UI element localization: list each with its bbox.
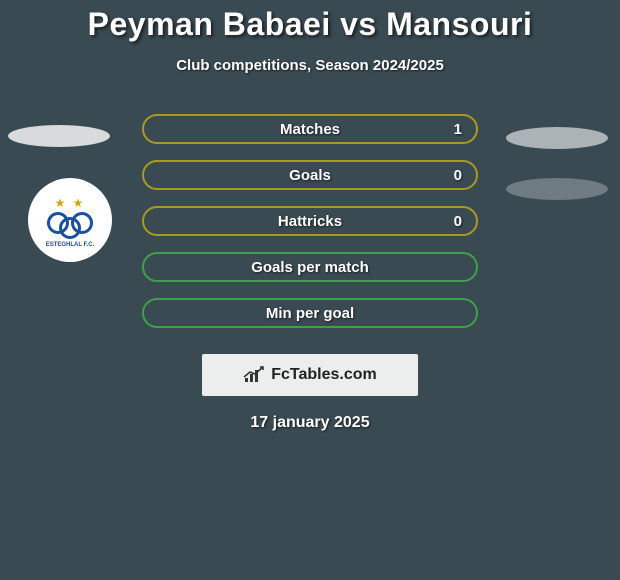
- stat-label: Min per goal: [144, 305, 476, 322]
- stat-pill: Goals0: [142, 160, 478, 190]
- stat-pill: Min per goal: [142, 298, 478, 328]
- stat-row: Goals per match: [0, 244, 620, 290]
- stat-row: Hattricks0: [0, 198, 620, 244]
- stat-pill: Matches1: [142, 114, 478, 144]
- stat-value: 0: [454, 167, 462, 184]
- watermark: FcTables.com: [202, 354, 418, 396]
- stats-list: Matches1Goals0Hattricks0Goals per matchM…: [0, 106, 620, 336]
- stat-label: Goals per match: [144, 259, 476, 276]
- stat-pill: Hattricks0: [142, 206, 478, 236]
- stat-value: 1: [454, 121, 462, 138]
- date-text: 17 january 2025: [0, 414, 620, 432]
- stat-row: Min per goal: [0, 290, 620, 336]
- stat-row: Goals0: [0, 152, 620, 198]
- page-title: Peyman Babaei vs Mansouri: [0, 0, 620, 43]
- stat-pill: Goals per match: [142, 252, 478, 282]
- watermark-text: FcTables.com: [271, 366, 377, 384]
- stat-label: Matches: [144, 121, 476, 138]
- stat-row: Matches1: [0, 106, 620, 152]
- stat-value: 0: [454, 213, 462, 230]
- stat-label: Hattricks: [144, 213, 476, 230]
- chart-icon: [243, 366, 265, 384]
- page-subtitle: Club competitions, Season 2024/2025: [0, 57, 620, 74]
- stat-label: Goals: [144, 167, 476, 184]
